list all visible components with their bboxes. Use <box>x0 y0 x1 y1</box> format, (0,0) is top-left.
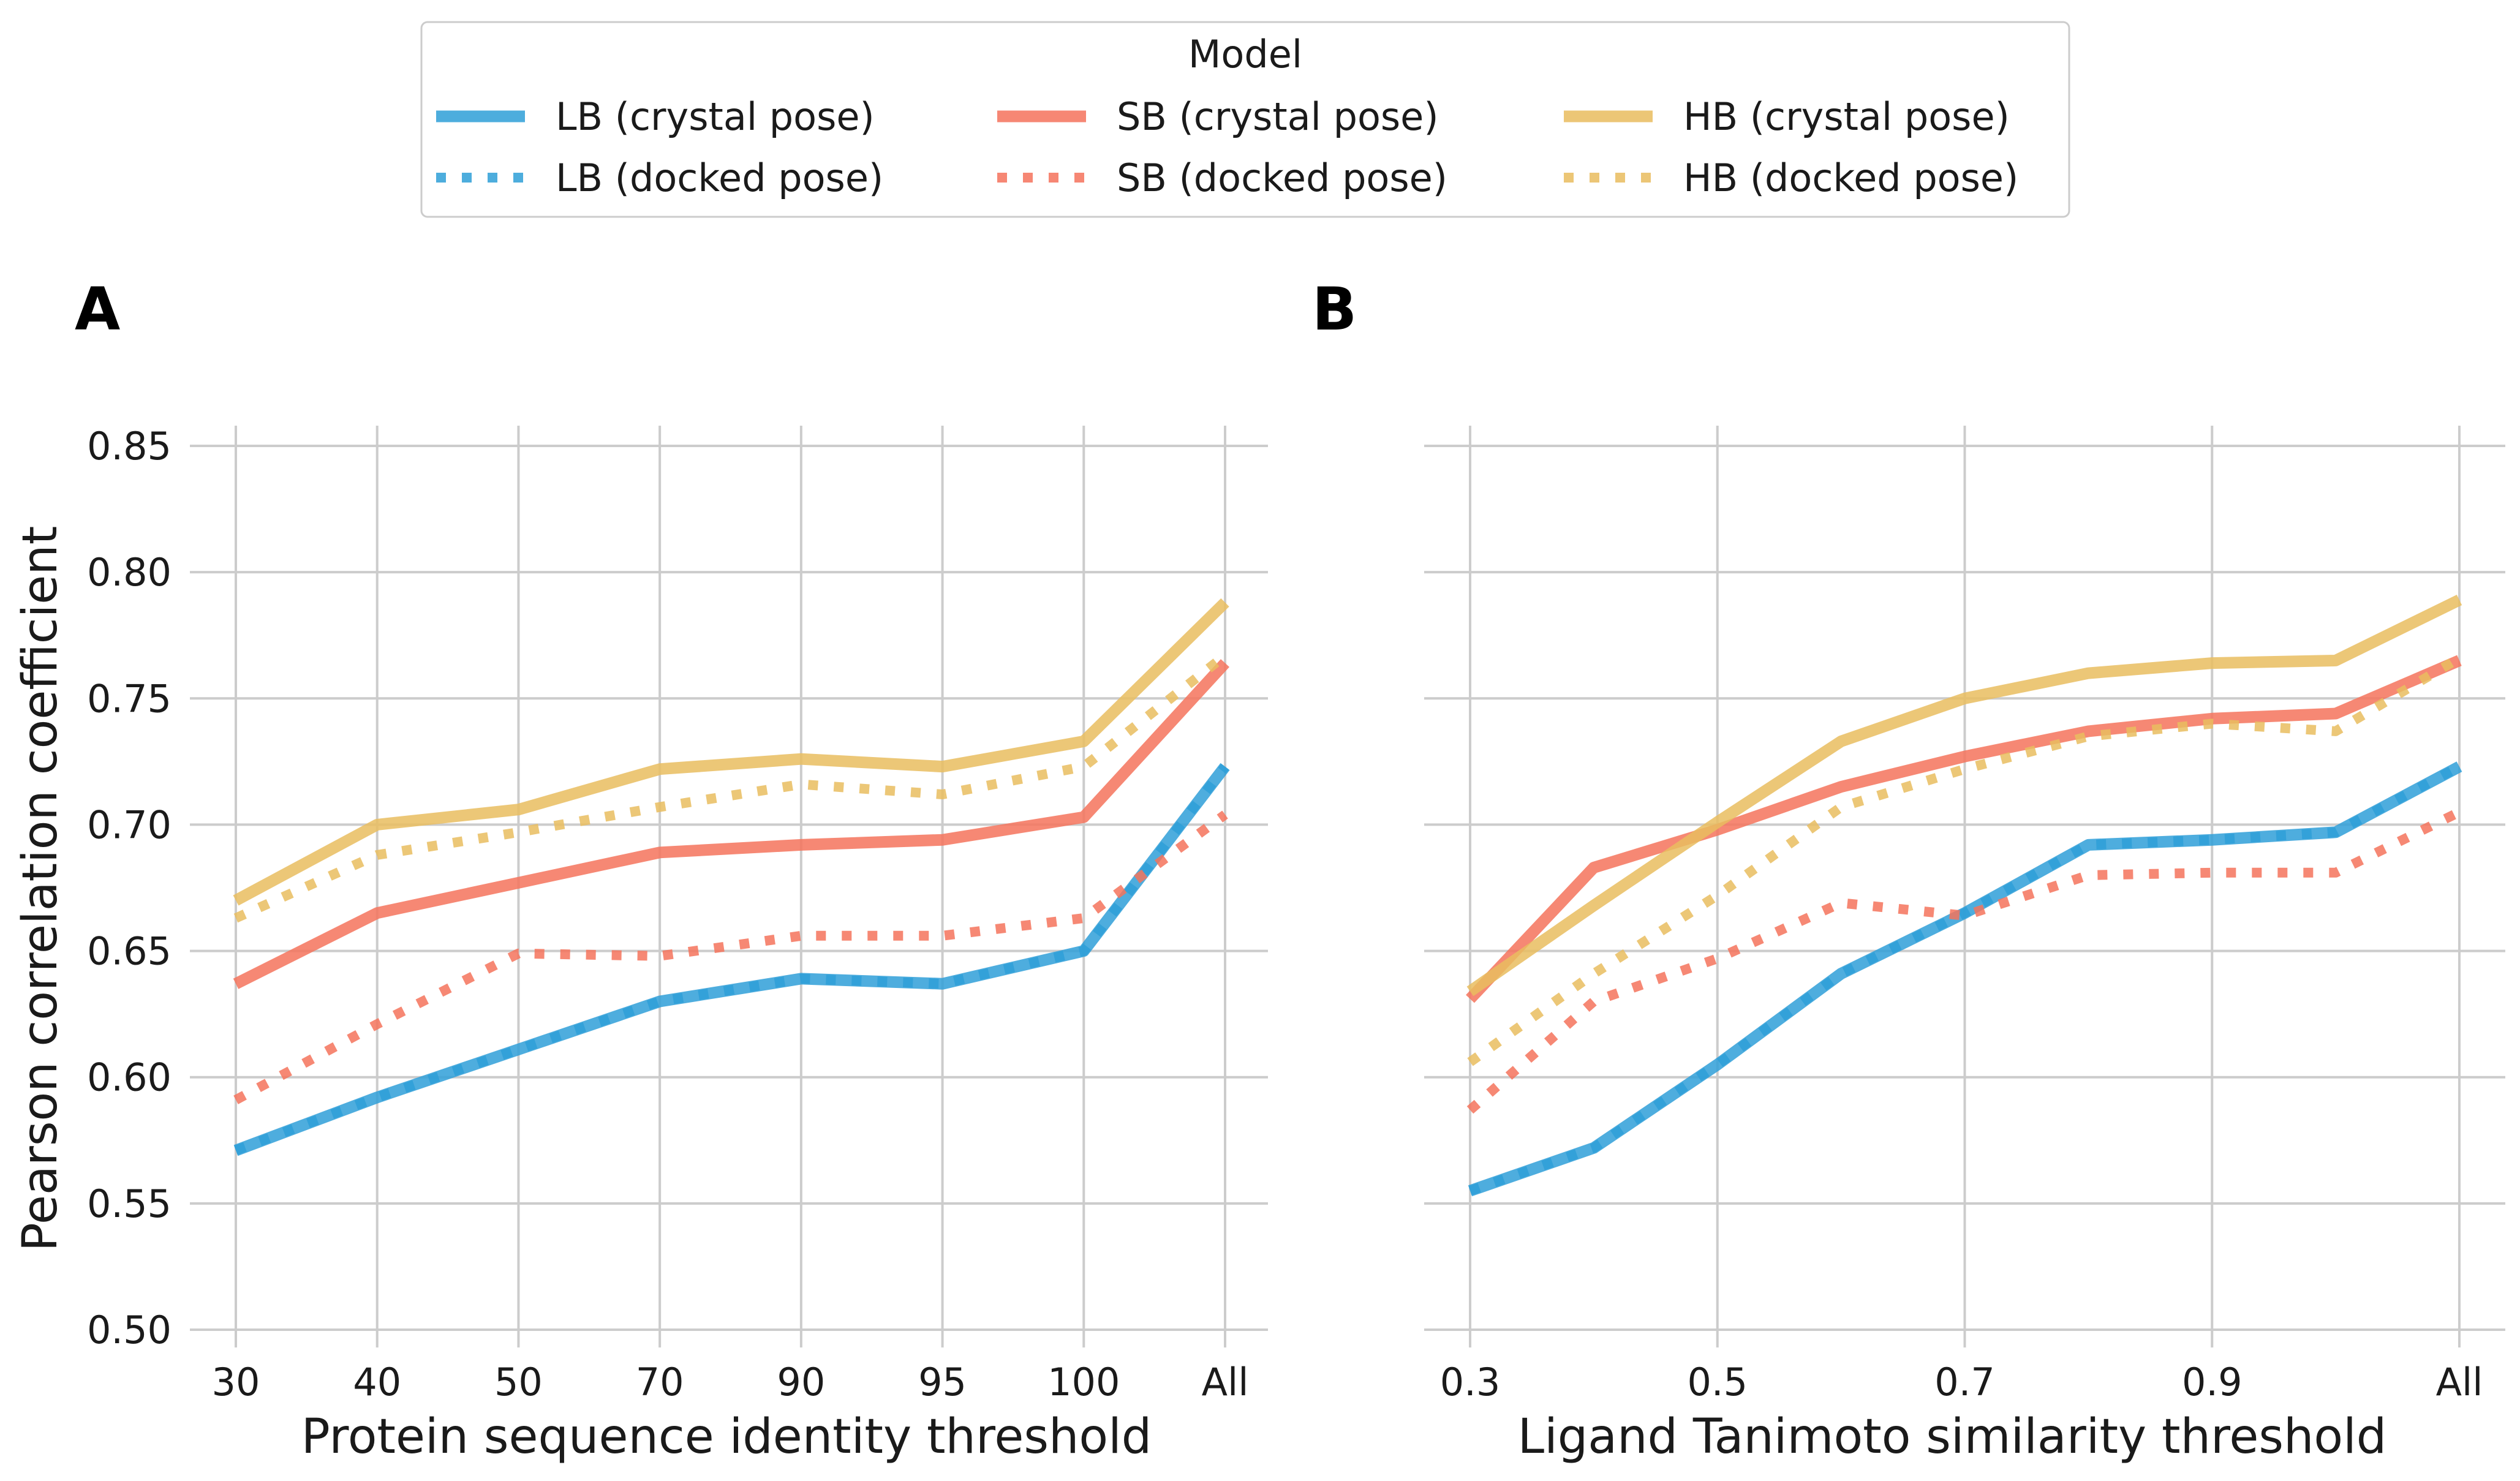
x-tick-label: 0.5 <box>1687 1360 1748 1404</box>
series-line-lb-docked-pose <box>234 763 1229 1155</box>
x-tick-label: All <box>1202 1360 1249 1404</box>
chart-panel-b: 0.3 0.5 0.7 0.9 All Ligand Tanimoto similari… <box>1424 426 2505 1464</box>
series-b <box>1466 594 2462 1197</box>
series-line-sb-crystal-pose <box>1466 655 2462 1003</box>
x-tick-label: 90 <box>777 1360 825 1404</box>
grid-a <box>190 426 1268 1347</box>
series-line-sb-docked-pose <box>1466 807 2462 1114</box>
x-tick-label: 30 <box>212 1360 260 1404</box>
y-axis-label: Pearson correlation coefficient <box>13 526 68 1252</box>
chart-panel-a: 0.50 0.55 0.60 0.65 0.70 0.75 0.80 0.85 30 40 50 7… <box>13 424 1268 1464</box>
grid-b <box>1424 426 2505 1347</box>
x-tick-label: 0.9 <box>2182 1360 2243 1404</box>
x-axis-label-b: Ligand Tanimoto similarity threshold <box>1518 1409 2387 1464</box>
legend-label: HB (docked pose) <box>1683 156 2018 200</box>
y-tick-label: 0.50 <box>87 1308 172 1352</box>
x-tick-label: 70 <box>636 1360 684 1404</box>
y-tick-labels-a: 0.50 0.55 0.60 0.65 0.70 0.75 0.80 0.85 <box>87 424 172 1352</box>
y-tick-label: 0.65 <box>87 929 172 974</box>
legend-frame <box>420 21 2070 218</box>
y-tick-label: 0.80 <box>87 550 172 595</box>
series-line-sb-crystal-pose <box>233 659 1230 989</box>
x-axis-label-a: Protein sequence identity threshold <box>301 1409 1152 1464</box>
x-tick-label: 100 <box>1047 1360 1120 1404</box>
y-tick-label: 0.55 <box>87 1181 172 1226</box>
y-tick-label: 0.70 <box>87 802 172 847</box>
x-tick-label: All <box>2436 1360 2483 1404</box>
x-tick-label: 50 <box>494 1360 543 1404</box>
panel-label-b: B <box>1312 275 1357 344</box>
series-line-lb-docked-pose <box>1468 762 2462 1196</box>
series-line-hb-docked-pose <box>233 651 1228 923</box>
legend: Model LB (crystal pose) LB (docked pose) S… <box>420 21 2070 218</box>
legend-label: SB (docked pose) <box>1117 156 1447 200</box>
x-tick-label: 40 <box>353 1360 401 1404</box>
series-a <box>233 598 1230 1156</box>
series-line-sb-docked-pose <box>233 810 1228 1104</box>
legend-label: LB (crystal pose) <box>556 94 875 139</box>
x-tick-label: 0.3 <box>1440 1360 1501 1404</box>
y-tick-label: 0.75 <box>87 676 172 721</box>
x-tick-label: 95 <box>918 1360 967 1404</box>
y-tick-label: 0.85 <box>87 424 172 469</box>
legend-title: Model <box>1188 32 1302 77</box>
series-line-hb-crystal-pose <box>233 598 1229 906</box>
x-tick-labels-a: 30 40 50 70 90 95 100 All <box>212 1360 1249 1404</box>
legend-label: HB (crystal pose) <box>1683 94 2010 139</box>
legend-label: SB (crystal pose) <box>1117 94 1439 139</box>
legend-label: LB (docked pose) <box>556 156 883 200</box>
legend-entries: LB (crystal pose) LB (docked pose) SB (cry… <box>436 94 2018 200</box>
panel-label-a: A <box>75 275 120 344</box>
x-tick-label: 0.7 <box>1934 1360 1995 1404</box>
x-tick-labels-b: 0.3 0.5 0.7 0.9 All <box>1440 1360 2483 1404</box>
series-line-hb-crystal-pose <box>1466 594 2462 997</box>
y-tick-label: 0.60 <box>87 1055 172 1100</box>
